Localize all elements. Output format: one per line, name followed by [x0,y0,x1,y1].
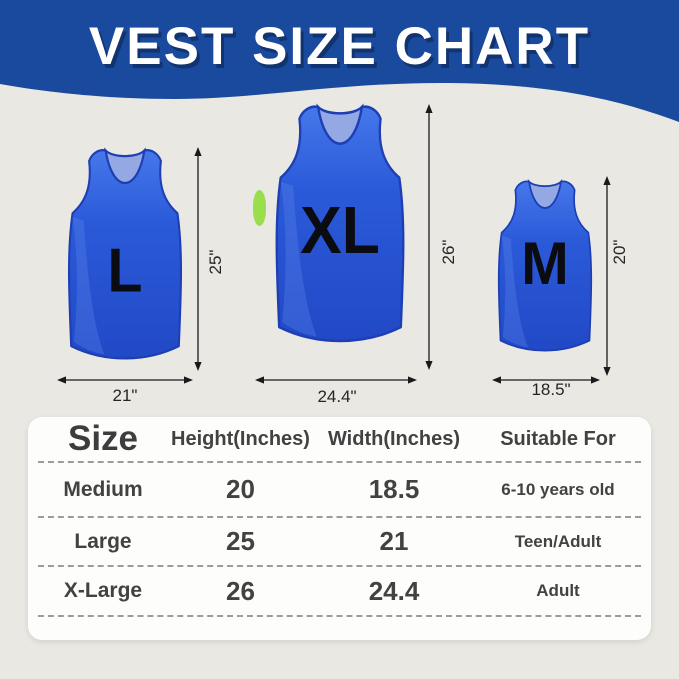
vest-letter-medium: M [521,231,568,298]
cell-width: 18.5 [368,474,420,504]
height-arrow-medium [603,176,611,376]
table-row-xlarge: X-Large 26 24.4 Adult [38,567,641,617]
cell-width: 21 [379,526,409,556]
height-label-medium: 20" [610,239,629,265]
page-title: VEST SIZE CHART [88,17,591,76]
cell-height: 25 [226,526,255,556]
width-arrow-large [57,376,193,384]
green-vest-peek [253,190,266,226]
cell-suitable: Teen/Adult [514,531,602,551]
vest-letter-large: L [108,236,143,306]
vest-medium: M [488,178,602,360]
cell-suitable: Adult [536,581,580,600]
height-label-xlarge: 26" [439,239,458,265]
column-header-height: Height(Inches) [171,427,310,450]
width-label-xlarge: 24.4" [317,387,357,406]
height-arrow-large [194,147,202,371]
vest-xlarge: XL [262,102,418,354]
column-header-width: Width(Inches) [327,427,461,450]
width-arrow-xlarge [255,376,417,384]
height-arrow-xlarge [425,104,433,370]
vest-letter-xlarge: XL [300,192,380,268]
table-header-row: Size Height(Inches) Width(Inches) Suitab… [38,417,641,463]
cell-size: X-Large [63,579,143,602]
width-label-medium: 18.5" [531,380,571,399]
table-row-large: Large 25 21 Teen/Adult [38,518,641,567]
column-header-size: Size [67,419,139,458]
cell-size: Medium [63,477,143,501]
height-label-large: 25" [206,249,225,275]
table-row-medium: Medium 20 18.5 6-10 years old [38,463,641,518]
column-header-suitable: Suitable For [500,427,616,450]
cell-suitable: 6-10 years old [501,479,615,499]
width-arrow-medium [492,376,600,384]
banner-wave [0,0,679,122]
cell-size: Large [74,529,132,553]
width-label-large: 21" [112,386,138,405]
vest-large: L [56,146,194,370]
cell-width: 24.4 [368,575,420,606]
cell-height: 20 [226,474,255,504]
size-table-card: Size Height(Inches) Width(Inches) Suitab… [28,417,651,640]
cell-height: 26 [226,575,255,606]
